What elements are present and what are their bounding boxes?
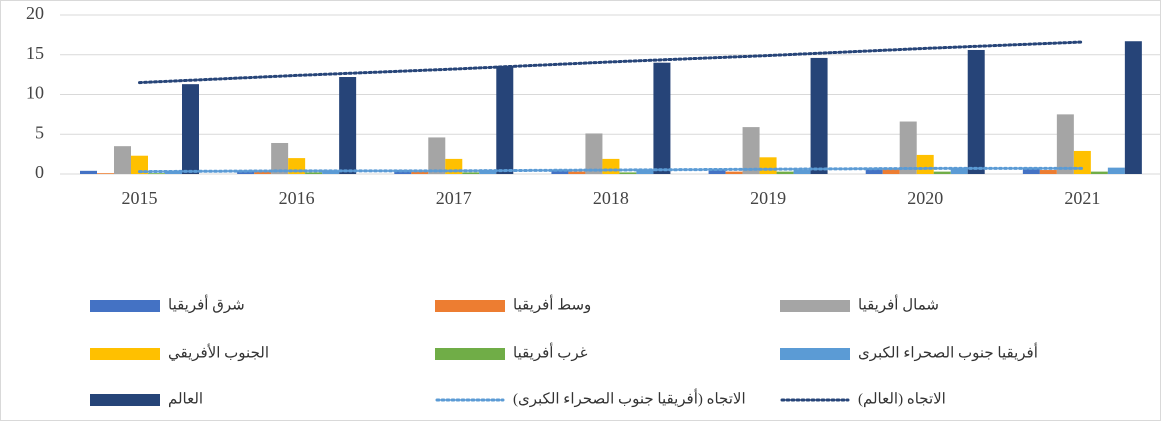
bar <box>793 170 811 174</box>
bar <box>551 170 569 174</box>
legend-label: أفريقيا جنوب الصحراء الكبرى <box>858 342 1038 361</box>
bar <box>394 170 412 174</box>
legend-label: الجنوب الأفريقي <box>168 343 269 361</box>
bar <box>411 171 429 174</box>
y-tick-label: 15 <box>26 43 44 63</box>
legend-label: العالم <box>168 391 203 407</box>
bar <box>759 157 777 174</box>
bar <box>97 173 114 174</box>
bar <box>916 154 934 174</box>
bar <box>967 49 985 175</box>
bar <box>933 171 951 174</box>
bar <box>148 173 165 174</box>
bar <box>496 65 514 174</box>
bar <box>865 168 883 174</box>
bar <box>619 172 637 174</box>
trend-line <box>138 40 1084 85</box>
bar <box>1073 150 1091 174</box>
y-tick-label: 20 <box>26 3 44 23</box>
bar <box>568 171 586 174</box>
bar <box>882 169 900 174</box>
bar <box>653 62 671 175</box>
x-tick-label: 2017 <box>436 188 472 208</box>
bar <box>1056 114 1074 174</box>
x-tick-label: 2016 <box>279 188 315 208</box>
legend-swatch <box>90 300 160 312</box>
bar <box>602 158 620 174</box>
legend-label: شمال أفريقيا <box>858 294 939 313</box>
legend-label: الاتجاه (أفريقيا جنوب الصحراء الكبرى) <box>513 388 746 407</box>
bar <box>776 171 794 174</box>
legend-swatch <box>780 300 850 312</box>
legend-swatch <box>435 300 505 312</box>
y-tick-label: 0 <box>35 162 44 182</box>
legend-swatch <box>435 348 505 360</box>
y-tick-label: 10 <box>26 83 44 103</box>
bar <box>899 121 917 174</box>
bar <box>950 168 968 174</box>
legend-swatch <box>780 348 850 360</box>
bar <box>80 170 97 174</box>
legend-label: شرق أفريقيا <box>168 294 245 313</box>
bar <box>254 171 272 174</box>
x-tick-label: 2015 <box>122 188 158 208</box>
bar <box>131 155 148 174</box>
bar <box>462 172 480 174</box>
x-tick-label: 2021 <box>1064 188 1100 208</box>
legend-label: غرب أفريقيا <box>513 342 588 361</box>
legend-label: الاتجاه (العالم) <box>858 391 946 407</box>
bar <box>479 170 497 174</box>
bar <box>428 137 446 174</box>
bar <box>305 172 323 174</box>
x-tick-label: 2018 <box>593 188 629 208</box>
bar <box>1039 170 1057 174</box>
bar <box>1107 167 1125 174</box>
bar <box>1090 171 1108 174</box>
bar <box>322 170 340 174</box>
bar <box>585 133 603 174</box>
y-tick-label: 5 <box>35 122 44 142</box>
bar <box>725 171 743 174</box>
x-tick-label: 2019 <box>750 188 786 208</box>
bar <box>114 146 131 174</box>
trend-line <box>138 166 1084 174</box>
bar <box>271 142 289 174</box>
legend-swatch <box>90 348 160 360</box>
x-tick-label: 2020 <box>907 188 943 208</box>
legend-label: وسط أفريقيا <box>513 294 591 313</box>
bar <box>708 169 726 174</box>
bar <box>1022 167 1040 174</box>
bar <box>636 170 654 174</box>
bar <box>182 84 199 174</box>
bar <box>742 127 760 174</box>
bar <box>339 77 357 174</box>
legend-swatch <box>90 394 160 406</box>
bar <box>810 57 828 174</box>
bar <box>1124 41 1142 174</box>
